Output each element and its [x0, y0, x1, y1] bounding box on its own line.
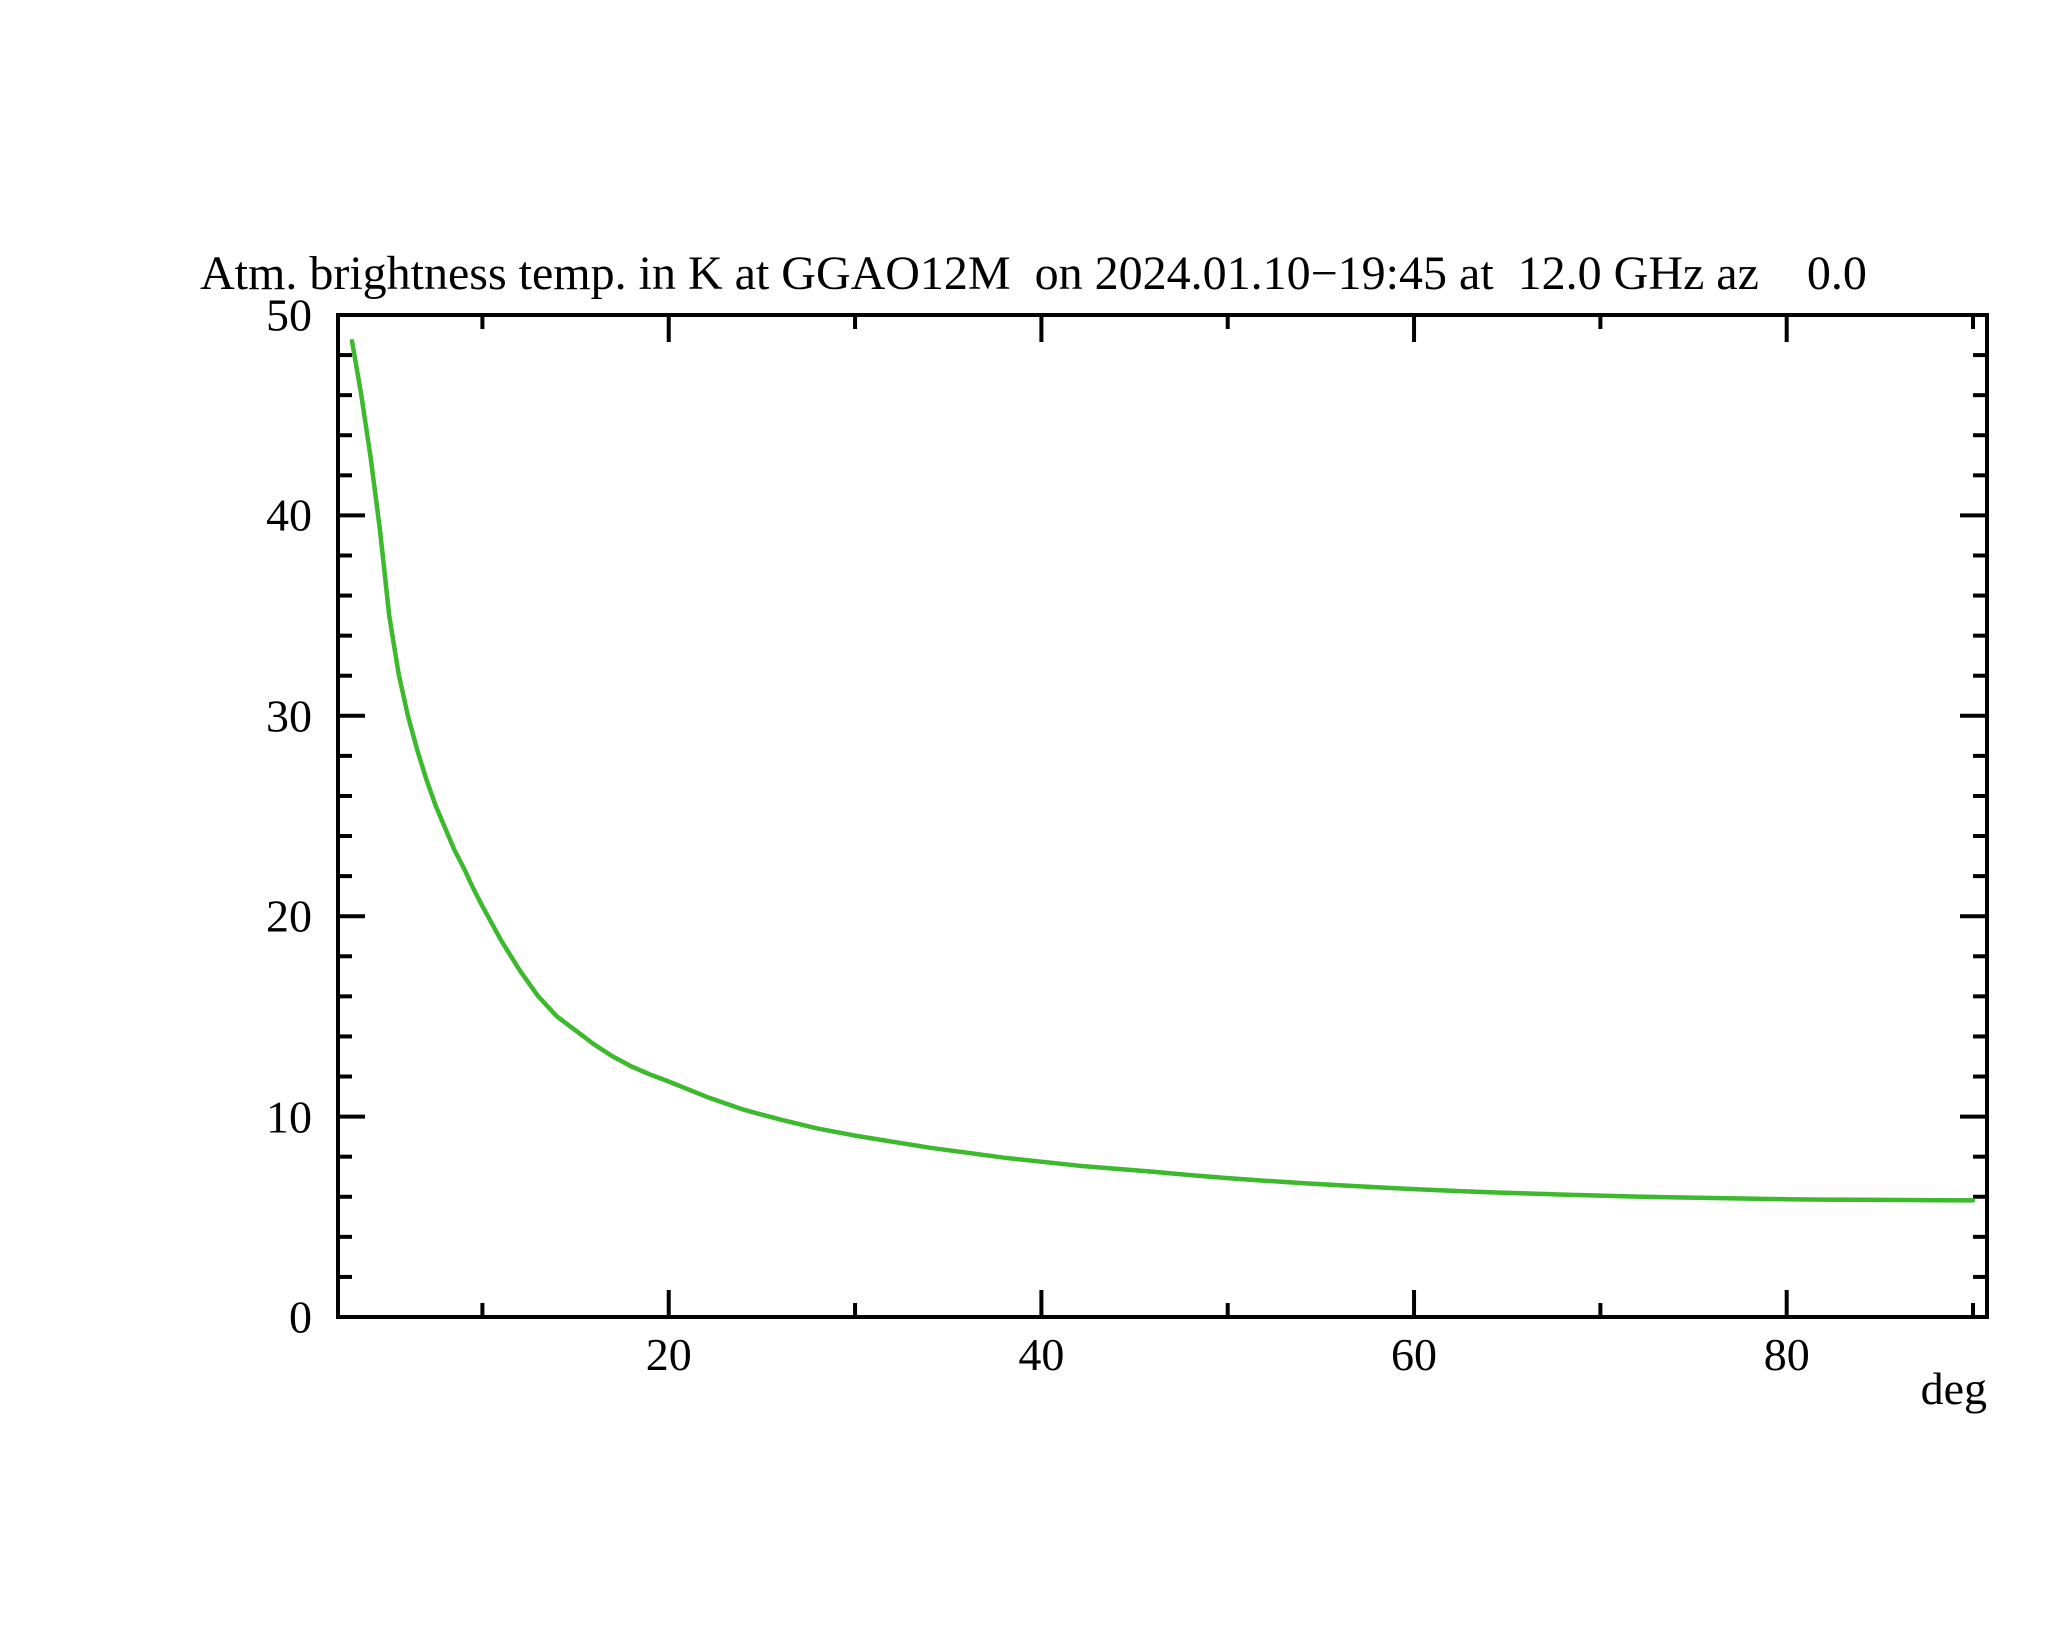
x-tick-label: 80: [1763, 1329, 1810, 1380]
y-tick-label: 0: [289, 1291, 312, 1343]
y-tick-label: 50: [266, 289, 312, 341]
y-tick-label: 10: [266, 1091, 312, 1143]
x-tick-label: 20: [645, 1329, 692, 1380]
data-curve: [349, 338, 1976, 1203]
y-tick-label: 30: [266, 690, 312, 742]
y-tick-label: 40: [266, 489, 312, 541]
plot-frame: [336, 313, 1989, 1319]
x-tick-label: 60: [1391, 1329, 1438, 1380]
y-tick-label: 20: [266, 890, 312, 942]
chart-title: Atm. brightness temp. in K at GGAO12M on…: [200, 247, 1867, 300]
x-axis-unit-label: deg: [1920, 1363, 1987, 1414]
x-tick-label: 40: [1018, 1329, 1065, 1380]
